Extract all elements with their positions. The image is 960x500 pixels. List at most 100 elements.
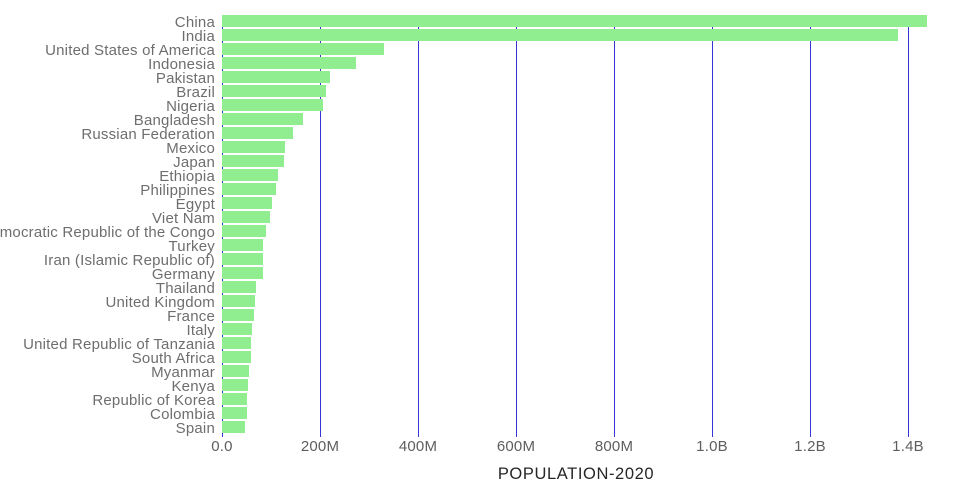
bar-kenya [222, 379, 249, 391]
category-label-text: Spain [175, 419, 215, 437]
bar-italy [222, 323, 252, 335]
bar-united-kingdom [222, 295, 256, 307]
category-label-text: United Republic of Tanzania [23, 335, 215, 353]
gridline-800M [614, 15, 615, 437]
category-label-text: Pakistan [155, 69, 215, 87]
bar-republic-of-korea [222, 393, 248, 405]
category-label: Ethiopia [0, 167, 215, 185]
bar-japan [222, 155, 284, 167]
x-tick-label: 1.4B [892, 438, 924, 455]
category-label: Colombia [0, 405, 215, 423]
category-label: Japan [0, 153, 215, 171]
category-label: Thailand [0, 279, 215, 297]
bar-colombia [222, 407, 247, 419]
bar-united-republic-of-tanzania [222, 337, 252, 349]
bar-mexico [222, 141, 286, 153]
x-tick-label: 600M [496, 438, 536, 455]
x-tick-label: 1.2B [794, 438, 826, 455]
category-label-text: Democratic Republic of the Congo [0, 223, 215, 241]
bar-spain [222, 421, 245, 433]
category-label: Viet Nam [0, 209, 215, 227]
bar-ethiopia [222, 169, 279, 181]
category-label: United Republic of Tanzania [0, 335, 215, 353]
category-label: Brazil [0, 83, 215, 101]
category-label-text: Turkey [168, 237, 215, 255]
category-label-text: Italy [186, 321, 215, 339]
category-label: Egypt [0, 195, 215, 213]
bar-france [222, 309, 254, 321]
bar-bangladesh [222, 113, 303, 125]
category-label-text: United Kingdom [105, 293, 215, 311]
bar-iran-islamic-republic-of- [222, 253, 264, 265]
category-label-text: Mexico [166, 139, 215, 157]
bar-united-states-of-america [222, 43, 385, 55]
category-label-text: Indonesia [148, 55, 215, 73]
category-label: Italy [0, 321, 215, 339]
category-label-text: Germany [151, 265, 215, 283]
bar-china [222, 15, 928, 27]
category-label-text: Brazil [176, 83, 215, 101]
category-label-text: Japan [173, 153, 215, 171]
category-label-text: Nigeria [166, 97, 215, 115]
bar-india [222, 29, 899, 41]
bar-south-africa [222, 351, 252, 363]
bar-democratic-republic-of-the-congo [222, 225, 266, 237]
gridline-1.2B [810, 15, 811, 437]
category-label: Indonesia [0, 55, 215, 73]
bar-germany [222, 267, 264, 279]
category-label-text: Republic of Korea [92, 391, 215, 409]
category-label: Russian Federation [0, 125, 215, 143]
category-label-text: Ethiopia [159, 167, 215, 185]
bar-indonesia [222, 57, 356, 69]
bar-thailand [222, 281, 257, 293]
category-label: China [0, 13, 215, 31]
bar-russian-federation [222, 127, 294, 139]
gridline-1.4B [908, 15, 909, 437]
category-label: Nigeria [0, 97, 215, 115]
category-label: South Africa [0, 349, 215, 367]
category-label: Democratic Republic of the Congo [0, 223, 215, 241]
category-label: Myanmar [0, 363, 215, 381]
bar-viet-nam [222, 211, 270, 223]
category-label: India [0, 27, 215, 45]
category-label: Turkey [0, 237, 215, 255]
bar-pakistan [222, 71, 331, 83]
category-label: Philippines [0, 181, 215, 199]
category-label: Pakistan [0, 69, 215, 87]
bar-brazil [222, 85, 327, 97]
category-label: Republic of Korea [0, 391, 215, 409]
category-label: Bangladesh [0, 111, 215, 129]
category-label-text: Colombia [150, 405, 215, 423]
gridline-600M [516, 15, 517, 437]
category-label-text: Kenya [171, 377, 215, 395]
category-label-text: Iran (Islamic Republic of) [43, 251, 215, 269]
category-label: France [0, 307, 215, 325]
category-label: Iran (Islamic Republic of) [0, 251, 215, 269]
x-tick-label: 200M [300, 438, 340, 455]
bar-turkey [222, 239, 264, 251]
category-label-text: China [174, 13, 215, 31]
x-tick-label: 400M [398, 438, 438, 455]
category-label-text: Egypt [175, 195, 215, 213]
category-label: Germany [0, 265, 215, 283]
gridline-400M [418, 15, 419, 437]
category-label-text: Bangladesh [133, 111, 215, 129]
bar-nigeria [222, 99, 323, 111]
bar-egypt [222, 197, 273, 209]
category-label-text: France [167, 307, 215, 325]
x-tick-label: 0.0 [211, 438, 233, 455]
gridline-1.0B [712, 15, 713, 437]
x-tick-label: 800M [594, 438, 634, 455]
x-axis-title: POPULATION-2020 [497, 465, 655, 483]
gridline-200M [320, 15, 321, 437]
category-label: United States of America [0, 41, 215, 59]
category-label-text: United States of America [45, 41, 215, 59]
category-label: United Kingdom [0, 293, 215, 311]
bar-philippines [222, 183, 276, 195]
category-label-text: Myanmar [151, 363, 215, 381]
category-label: Mexico [0, 139, 215, 157]
category-label-text: South Africa [131, 349, 215, 367]
category-label: Kenya [0, 377, 215, 395]
